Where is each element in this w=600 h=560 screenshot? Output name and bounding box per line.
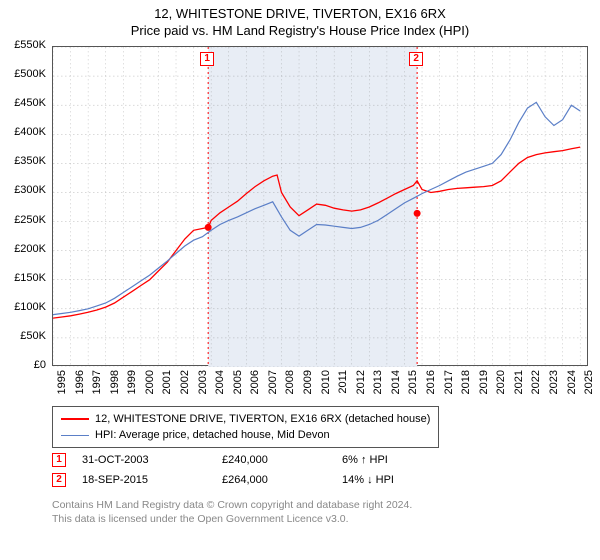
x-tick-label: 2007 xyxy=(267,370,279,410)
y-tick-label: £550K xyxy=(0,39,46,51)
sale-date: 18-SEP-2015 xyxy=(82,474,222,486)
x-tick-label: 1996 xyxy=(74,370,86,410)
y-tick-label: £0 xyxy=(0,359,46,371)
x-tick-label: 2021 xyxy=(513,370,525,410)
footnote-line2: This data is licensed under the Open Gov… xyxy=(52,512,412,526)
y-tick-label: £350K xyxy=(0,155,46,167)
x-tick-label: 2014 xyxy=(390,370,402,410)
x-tick-label: 2006 xyxy=(249,370,261,410)
y-tick-label: £300K xyxy=(0,184,46,196)
x-tick-label: 2012 xyxy=(355,370,367,410)
y-tick-label: £500K xyxy=(0,68,46,80)
x-tick-label: 2017 xyxy=(443,370,455,410)
y-tick-label: £50K xyxy=(0,330,46,342)
table-row: 1 31-OCT-2003£240,0006% ↑ HPI xyxy=(52,450,482,470)
chart-title-address: 12, WHITESTONE DRIVE, TIVERTON, EX16 6RX xyxy=(0,0,600,21)
legend-row: HPI: Average price, detached house, Mid … xyxy=(61,427,430,443)
x-tick-label: 2004 xyxy=(214,370,226,410)
chart-legend: 12, WHITESTONE DRIVE, TIVERTON, EX16 6RX… xyxy=(52,406,439,448)
sale-marker-badge: 2 xyxy=(409,52,423,66)
x-tick-label: 2015 xyxy=(407,370,419,410)
x-tick-label: 2010 xyxy=(320,370,332,410)
x-tick-label: 2003 xyxy=(197,370,209,410)
sale-vs-hpi: 14% ↓ HPI xyxy=(342,474,482,486)
legend-swatch xyxy=(61,418,89,420)
sale-marker-badge: 1 xyxy=(200,52,214,66)
chart-svg xyxy=(53,47,589,367)
x-tick-label: 2025 xyxy=(583,370,595,410)
chart-title-sub: Price paid vs. HM Land Registry's House … xyxy=(0,21,600,38)
y-tick-label: £450K xyxy=(0,97,46,109)
x-tick-label: 2024 xyxy=(566,370,578,410)
footnote: Contains HM Land Registry data © Crown c… xyxy=(52,498,412,526)
table-row: 2 18-SEP-2015£264,00014% ↓ HPI xyxy=(52,470,482,490)
sale-marker-badge: 1 xyxy=(52,453,66,467)
x-tick-label: 2000 xyxy=(144,370,156,410)
x-tick-label: 2002 xyxy=(179,370,191,410)
chart-plot-area xyxy=(52,46,588,366)
x-tick-label: 2005 xyxy=(232,370,244,410)
x-tick-label: 2011 xyxy=(337,370,349,410)
x-tick-label: 1998 xyxy=(109,370,121,410)
footnote-line1: Contains HM Land Registry data © Crown c… xyxy=(52,498,412,512)
y-tick-label: £400K xyxy=(0,126,46,138)
sales-table: 1 31-OCT-2003£240,0006% ↑ HPI 2 18-SEP-2015… xyxy=(52,450,482,490)
x-tick-label: 2001 xyxy=(161,370,173,410)
x-tick-label: 1995 xyxy=(56,370,68,410)
legend-swatch xyxy=(61,435,89,436)
x-tick-label: 2008 xyxy=(284,370,296,410)
sale-vs-hpi: 6% ↑ HPI xyxy=(342,454,482,466)
legend-label: HPI: Average price, detached house, Mid … xyxy=(95,429,330,441)
y-tick-label: £200K xyxy=(0,243,46,255)
legend-row: 12, WHITESTONE DRIVE, TIVERTON, EX16 6RX… xyxy=(61,411,430,427)
sale-price: £264,000 xyxy=(222,474,342,486)
x-tick-label: 1999 xyxy=(126,370,138,410)
x-tick-label: 2022 xyxy=(530,370,542,410)
x-tick-label: 2019 xyxy=(478,370,490,410)
x-tick-label: 2016 xyxy=(425,370,437,410)
x-tick-label: 2023 xyxy=(548,370,560,410)
x-tick-label: 2018 xyxy=(460,370,472,410)
sale-price: £240,000 xyxy=(222,454,342,466)
x-tick-label: 1997 xyxy=(91,370,103,410)
y-tick-label: £250K xyxy=(0,214,46,226)
x-tick-label: 2009 xyxy=(302,370,314,410)
x-tick-label: 2020 xyxy=(495,370,507,410)
y-tick-label: £100K xyxy=(0,301,46,313)
sale-date: 31-OCT-2003 xyxy=(82,454,222,466)
sale-marker-badge: 2 xyxy=(52,473,66,487)
legend-label: 12, WHITESTONE DRIVE, TIVERTON, EX16 6RX… xyxy=(95,413,430,425)
y-tick-label: £150K xyxy=(0,272,46,284)
x-tick-label: 2013 xyxy=(372,370,384,410)
